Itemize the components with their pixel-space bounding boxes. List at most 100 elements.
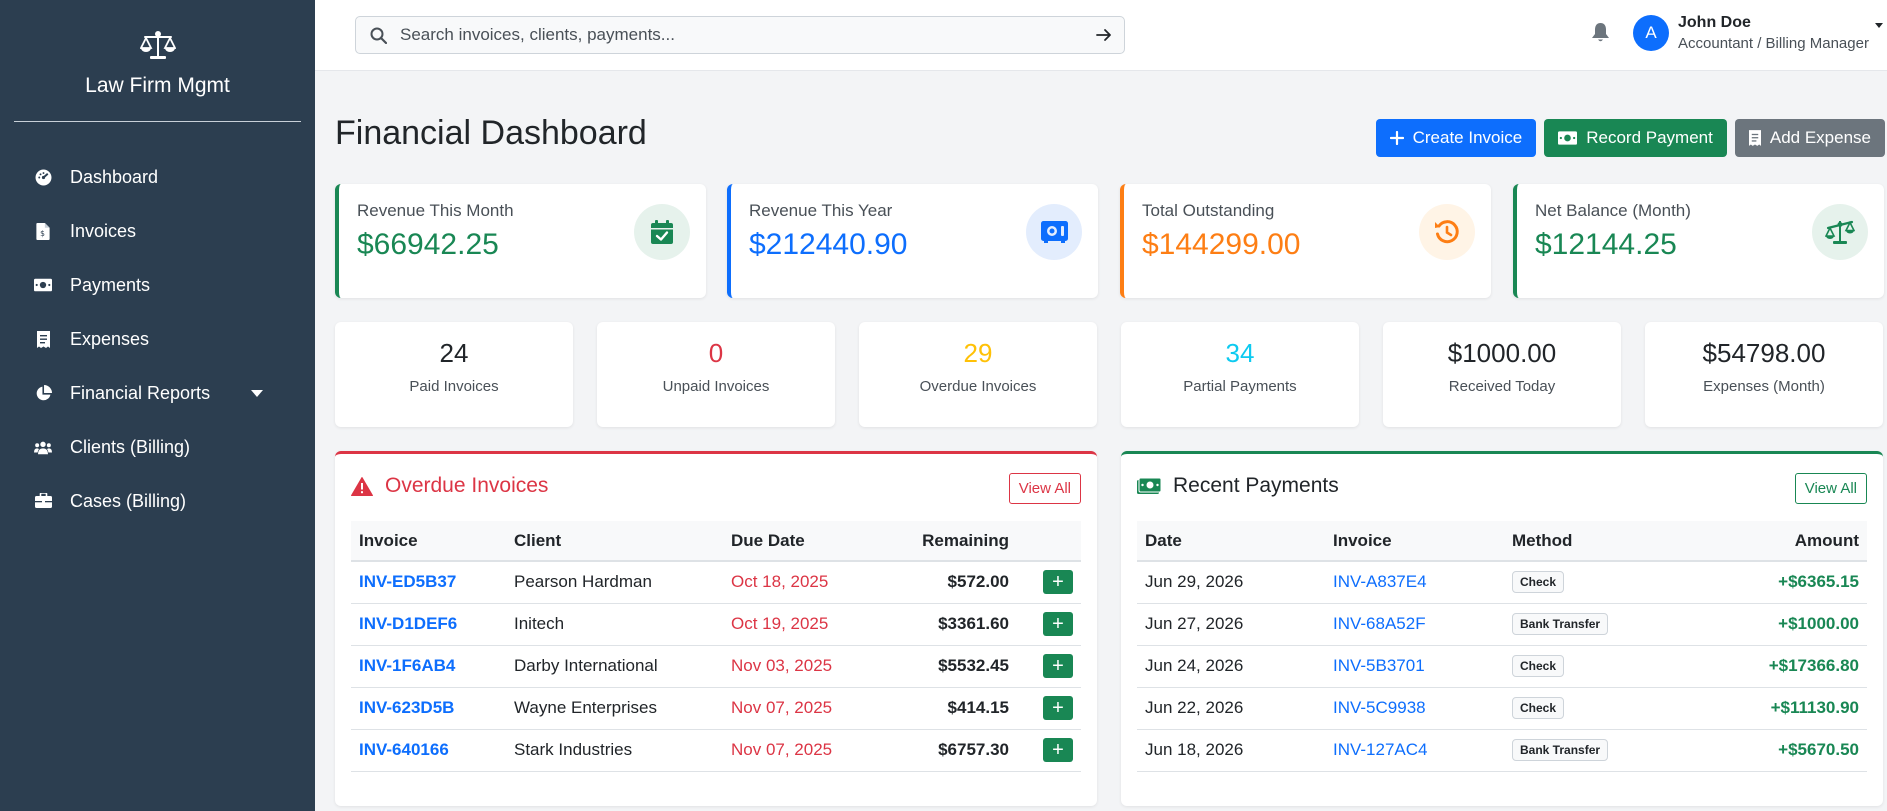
plus-icon: + xyxy=(1052,655,1064,677)
receipt-icon xyxy=(34,330,52,348)
column-header: Due Date xyxy=(723,521,913,562)
date-cell: Jun 27, 2026 xyxy=(1137,603,1325,646)
table-row: Jun 24, 2026 INV-5B3701 Check +$17366.80 xyxy=(1137,645,1867,688)
record-payment-row-button[interactable]: + xyxy=(1043,696,1073,720)
sidebar-item-label: Invoices xyxy=(70,220,137,241)
count-label: Paid Invoices xyxy=(409,378,499,395)
sidebar-item-invoices[interactable]: $ Invoices xyxy=(0,204,315,258)
page-actions: Create Invoice Record Payment Add Expens… xyxy=(1375,119,1885,157)
client-cell: Stark Industries xyxy=(506,729,723,772)
svg-text:$: $ xyxy=(40,229,45,238)
invoice-link[interactable]: INV-1F6AB4 xyxy=(359,656,456,675)
date-cell: Jun 29, 2026 xyxy=(1137,561,1325,604)
sidebar-item-label: Dashboard xyxy=(70,166,159,187)
table-row: INV-D1DEF6 Initech Oct 19, 2025 $3361.60… xyxy=(351,603,1081,646)
create-invoice-button[interactable]: Create Invoice xyxy=(1375,119,1537,157)
table-row: Jun 27, 2026 INV-68A52F Bank Transfer +$… xyxy=(1137,603,1867,646)
sidebar-item-expenses[interactable]: Expenses xyxy=(0,312,315,366)
topbar: A John Doe Accountant / Billing Manager xyxy=(315,0,1887,71)
amount-cell: +$11130.90 xyxy=(1704,687,1867,730)
invoice-link[interactable]: INV-127AC4 xyxy=(1333,740,1428,759)
overdue-invoices-panel: Overdue Invoices View All Invoice Client… xyxy=(335,451,1097,806)
brand: Law Firm Mgmt xyxy=(0,0,315,98)
sidebar-item-label: Financial Reports xyxy=(70,382,211,403)
count-value: $54798.00 xyxy=(1702,338,1826,368)
method-badge: Bank Transfer xyxy=(1512,739,1609,761)
invoice-link[interactable]: INV-A837E4 xyxy=(1333,572,1427,592)
record-payment-row-button[interactable]: + xyxy=(1043,654,1073,678)
chevron-down-icon[interactable] xyxy=(251,389,263,397)
stat-label: Total Outstanding xyxy=(1142,201,1275,220)
user-role: Accountant / Billing Manager xyxy=(1678,35,1869,52)
record-payment-button[interactable]: Record Payment xyxy=(1544,119,1727,157)
user-name: John Doe xyxy=(1678,14,1751,31)
invoice-link[interactable]: INV-ED5B37 xyxy=(359,572,457,592)
count-card-overdue: 29 Overdue Invoices xyxy=(859,322,1097,427)
record-payment-label: Record Payment xyxy=(1586,128,1713,147)
column-header: Invoice xyxy=(351,521,506,562)
money-icon xyxy=(34,276,52,294)
record-payment-row-button[interactable]: + xyxy=(1043,738,1073,762)
bell-icon[interactable] xyxy=(1591,22,1610,48)
date-cell: Jun 24, 2026 xyxy=(1137,645,1325,688)
sidebar-item-label: Expenses xyxy=(70,328,150,349)
user-menu[interactable]: A John Doe Accountant / Billing Manager xyxy=(1633,14,1883,52)
invoice-link[interactable]: INV-623D5B xyxy=(359,698,455,717)
warning-icon xyxy=(351,476,373,496)
sidebar-divider xyxy=(14,121,301,122)
record-payment-row-button[interactable]: + xyxy=(1043,570,1073,595)
user-info: John Doe Accountant / Billing Manager xyxy=(1678,14,1869,52)
view-all-payments-button[interactable]: View All xyxy=(1794,473,1867,504)
users-icon xyxy=(34,438,52,456)
remaining-cell: $572.00 xyxy=(913,561,1017,604)
add-expense-button[interactable]: Add Expense xyxy=(1734,119,1885,157)
sidebar-item-label: Clients (Billing) xyxy=(70,436,191,457)
briefcase-icon xyxy=(34,492,52,510)
due-date-cell: Oct 18, 2025 xyxy=(723,561,913,604)
column-header: Method xyxy=(1504,521,1704,562)
column-header: Client xyxy=(506,521,723,562)
plus-icon xyxy=(1389,131,1404,145)
sidebar-item-label: Payments xyxy=(70,274,151,295)
view-all-overdue-button[interactable]: View All xyxy=(1008,473,1081,504)
sidebar-item-dashboard[interactable]: Dashboard xyxy=(0,150,315,204)
stat-value: $66942.25 xyxy=(357,228,499,261)
due-date-cell: Nov 07, 2025 xyxy=(723,729,913,772)
amount-cell: +$5670.50 xyxy=(1704,729,1867,772)
table-row: Jun 18, 2026 INV-127AC4 Bank Transfer +$… xyxy=(1137,729,1867,772)
invoice-link[interactable]: INV-5C9938 xyxy=(1333,698,1426,717)
sidebar-item-financial-reports[interactable]: Financial Reports xyxy=(0,366,315,420)
plus-icon: + xyxy=(1052,613,1064,635)
invoice-link[interactable]: INV-68A52F xyxy=(1333,614,1426,633)
amount-cell: +$17366.80 xyxy=(1704,645,1867,688)
sidebar-nav: Dashboard $ Invoices Payments Expenses F… xyxy=(0,150,315,528)
search-input[interactable] xyxy=(400,25,1084,45)
count-label: Expenses (Month) xyxy=(1703,378,1825,395)
balance-scale-icon xyxy=(1812,204,1868,260)
create-invoice-label: Create Invoice xyxy=(1412,128,1523,147)
remaining-cell: $3361.60 xyxy=(913,603,1017,646)
sidebar-item-cases-billing[interactable]: Cases (Billing) xyxy=(0,474,315,528)
stat-label: Net Balance (Month) xyxy=(1535,201,1691,220)
sidebar-item-clients-billing[interactable]: Clients (Billing) xyxy=(0,420,315,474)
invoice-link[interactable]: INV-5B3701 xyxy=(1333,656,1425,675)
date-cell: Jun 18, 2026 xyxy=(1137,729,1325,772)
invoice-link[interactable]: INV-D1DEF6 xyxy=(359,614,458,633)
remaining-cell: $6757.30 xyxy=(913,729,1017,772)
table-header-row: Invoice Client Due Date Remaining xyxy=(351,521,1081,562)
record-payment-row-button[interactable]: + xyxy=(1043,612,1073,636)
plus-icon: + xyxy=(1052,697,1064,719)
table-header-row: Date Invoice Method Amount xyxy=(1137,521,1867,562)
sidebar-item-payments[interactable]: Payments xyxy=(0,258,315,312)
arrow-right-icon[interactable] xyxy=(1084,28,1124,42)
method-badge: Bank Transfer xyxy=(1512,613,1609,635)
panel-title: Overdue Invoices xyxy=(385,474,549,497)
invoice-link[interactable]: INV-640166 xyxy=(359,740,449,759)
count-card-unpaid: 0 Unpaid Invoices xyxy=(597,322,835,427)
stat-label: Revenue This Year xyxy=(749,201,893,220)
date-cell: Jun 22, 2026 xyxy=(1137,687,1325,730)
add-expense-label: Add Expense xyxy=(1769,128,1871,147)
client-cell: Pearson Hardman xyxy=(506,561,723,604)
stat-card-revenue-year: Revenue This Year $212440.90 xyxy=(727,184,1098,298)
due-date-cell: Nov 03, 2025 xyxy=(723,645,913,688)
